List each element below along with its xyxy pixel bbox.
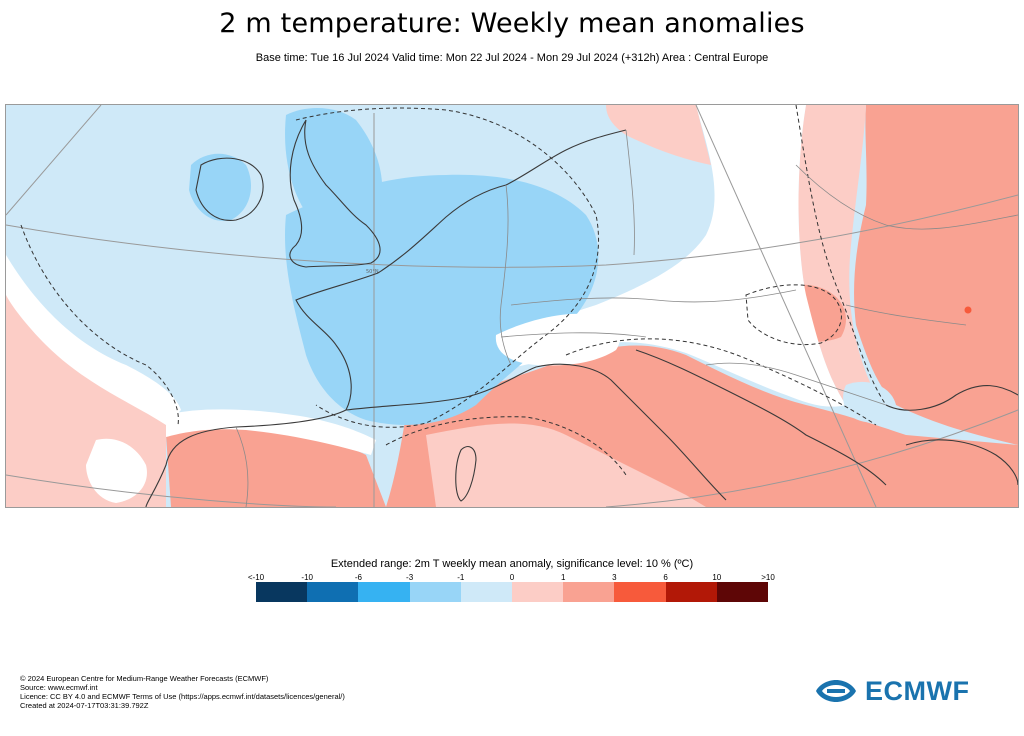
legend-swatch [614,582,666,602]
warm-spot-marker [964,306,972,314]
coastline-ireland [195,157,264,221]
legend-title: Extended range: 2m T weekly mean anomaly… [330,558,694,570]
coastline-britain [289,119,381,268]
neutral-area-iberia-coast [166,409,376,455]
ecmwf-logo: ECMWF [813,676,1005,706]
border-central [510,289,797,306]
legend-tick-label: 6 [663,573,668,582]
cold-area-bosnia [843,381,896,423]
significance-contours [20,105,887,476]
graticule-label: 50°N [366,269,379,275]
graticule-parallel-south-east [605,409,1018,507]
warm-area-iberia [166,428,386,507]
light-warm-area-mediterranean [426,423,706,507]
coastline-adriatic [635,349,887,486]
anomaly-map: 50°N [5,104,1019,508]
neutral-area-alps [495,313,620,366]
contour-hungary [745,284,842,346]
border-east [795,164,1018,230]
coastline-france-iberia [145,272,379,507]
legend-swatch [512,582,564,602]
legend-swatch [307,582,359,602]
legend-ticks: <-10 -10 -6 -3 -1 0 1 3 6 10 >10 [248,573,775,583]
legend-swatch [358,582,410,602]
legend-swatch [460,582,513,602]
border-balkans [705,362,887,406]
country-borders [235,129,1018,507]
cold-area-france [285,174,599,425]
footer-credits: © 2024 European Centre for Medium-Range … [20,674,345,710]
border-germany-poland [625,129,635,256]
chart-subtitle: Base time: Tue 16 Jul 2024 Valid time: M… [255,52,769,64]
ecmwf-logo-text: ECMWF [865,675,970,706]
legend-swatch [716,582,769,602]
graticule-meridian-20e [695,105,877,507]
legend-tick-label: 3 [612,573,617,582]
coastline-black-sea [905,439,1018,486]
graticule-parallel-south [6,474,337,507]
contour-mediterranean [385,416,627,476]
map-svg: 50°N [6,105,1018,507]
footer-copyright: © 2024 European Centre for Medium-Range … [20,674,269,683]
border-iberia [235,426,249,507]
legend-swatch [563,582,615,602]
coastline-balkans-east [885,384,1018,411]
legend-tick-label: -10 [301,573,313,582]
graticule-parallel-50n [6,194,1018,268]
footer-source: Source: www.ecmwf.int [20,683,98,692]
legend-tick-label: >10 [761,573,775,582]
legend-tick-label: -3 [406,573,414,582]
legend-tick-label: 10 [712,573,722,582]
footer-created: Created at 2024-07-17T03:31:39.792Z [20,701,149,710]
graticule-meridian-20w [6,105,102,216]
border-france-germany [499,184,512,366]
cold-area-ireland [189,153,251,221]
border-east-south [845,304,967,326]
chart-title: 2 m temperature: Weekly mean anomalies [219,8,805,39]
border-alps [500,332,647,338]
neutral-area-iberia-interior [86,438,147,503]
neutral-band-atlantic [6,255,181,425]
contour-east [795,105,887,406]
contour-atlantic [20,224,179,426]
warm-area-east [854,105,1018,445]
coastlines [145,119,1018,507]
cold-area-uk [285,108,383,229]
legend-tick-label: 1 [560,573,566,582]
legend-swatch [256,582,308,602]
legend-tick-label: -6 [354,573,362,582]
legend-color-bar [256,582,769,602]
legend-tick-label: -1 [457,573,465,582]
contour-central-europe [565,338,877,426]
footer-licence: Licence: CC BY 4.0 and ECMWF Terms of Us… [20,692,345,701]
legend-tick-label: 0 [509,573,515,582]
light-warm-area-north [606,105,711,165]
ecmwf-logo-icon [816,680,856,702]
legend-swatch [665,582,717,602]
coastline-mediterranean [345,363,727,501]
coastline-corsica-sardinia [455,446,477,502]
legend-tick-label: <-10 [247,573,265,582]
legend-swatch [409,582,461,602]
